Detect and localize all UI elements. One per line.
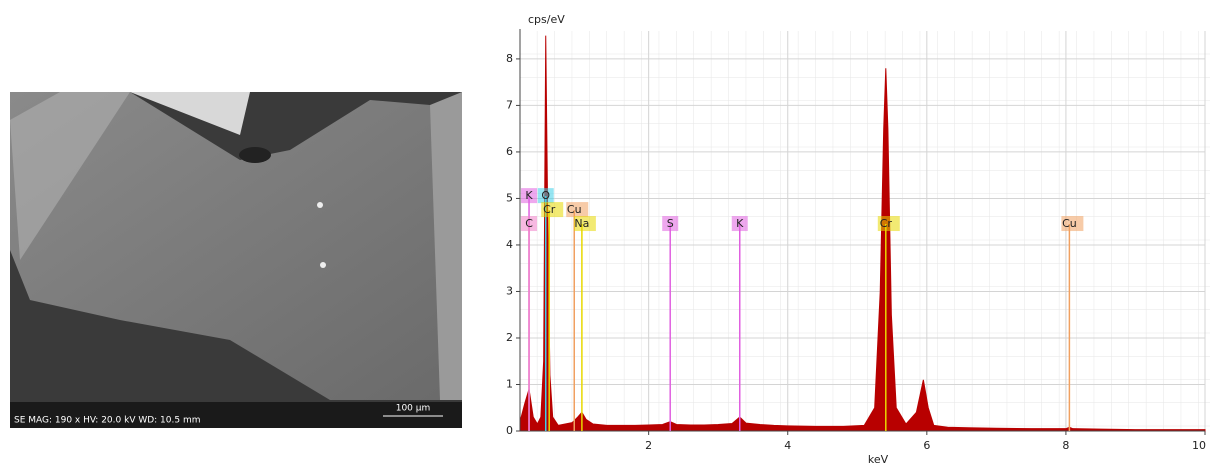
element-label: O <box>541 189 550 202</box>
minor-grid <box>520 31 1210 431</box>
element-label-bg <box>521 188 538 204</box>
element-label: Cr <box>543 203 556 216</box>
element-label: Cu <box>1062 217 1077 230</box>
element-label-bg <box>573 216 596 232</box>
y-tick-label: 0 <box>506 424 513 437</box>
y-tick-label: 7 <box>506 98 513 111</box>
element-label-bg <box>1061 216 1084 232</box>
y-tick-label: 4 <box>506 238 513 251</box>
sem-image: SE MAG: 190 x HV: 20.0 kV WD: 10.5 mm 10… <box>10 92 462 428</box>
y-axis-label: cps/eV <box>528 13 565 26</box>
element-label-bg <box>537 188 554 204</box>
element-label: K <box>736 217 744 230</box>
x-tick-label: 2 <box>645 439 652 452</box>
y-tick-label: 6 <box>506 145 513 158</box>
element-label-bg <box>541 202 564 218</box>
element-label: K <box>525 189 533 202</box>
image-caption: SE MAG: 190 x HV: 20.0 kV WD: 10.5 mm <box>14 416 201 426</box>
y-tick-label: 1 <box>506 377 513 390</box>
y-tick-label: 3 <box>506 284 513 297</box>
element-label-bg <box>521 216 538 232</box>
y-tick-label: 5 <box>506 191 513 204</box>
y-tick-label: 8 <box>506 52 513 65</box>
element-label: S <box>667 217 674 230</box>
x-tick-label: 4 <box>784 439 791 452</box>
x-tick-label: 6 <box>923 439 930 452</box>
element-label-bg <box>662 216 679 232</box>
element-label: Cr <box>880 217 893 230</box>
scale-bar-label: 100 µm <box>396 404 431 414</box>
element-label-bg <box>877 216 900 232</box>
x-tick-label: 10 <box>1192 439 1206 452</box>
element-label-bg <box>731 216 748 232</box>
x-tick-label: 8 <box>1062 439 1069 452</box>
element-label: Na <box>574 217 589 230</box>
element-label: C <box>525 217 533 230</box>
y-tick-label: 2 <box>506 331 513 344</box>
x-axis-label: keV <box>868 453 889 466</box>
element-label: Cu <box>567 203 582 216</box>
spectrum-area <box>519 35 1206 432</box>
element-label-bg <box>566 202 589 218</box>
